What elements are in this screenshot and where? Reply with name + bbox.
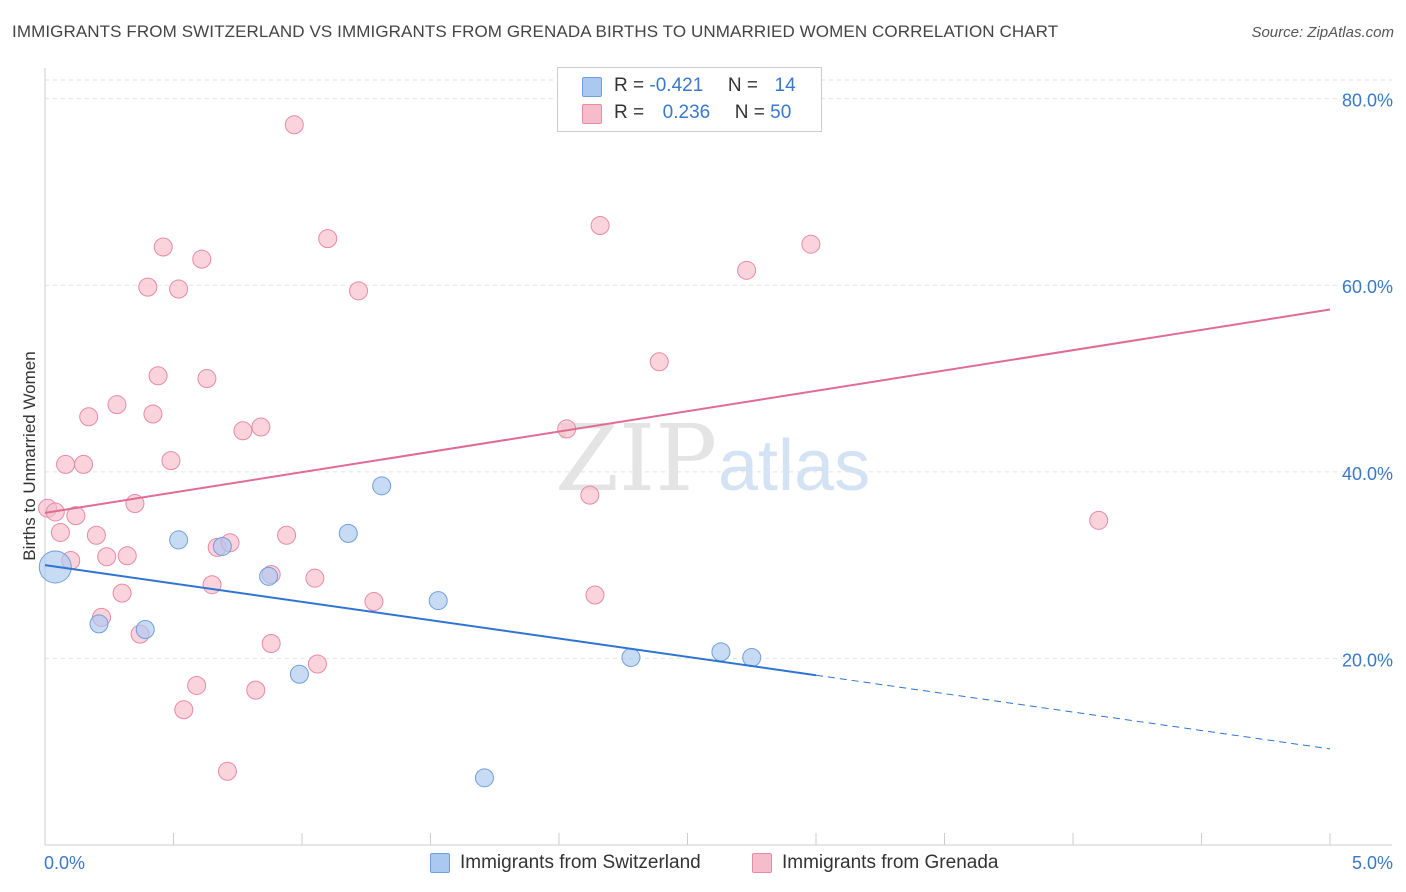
point-grenada [261,633,281,653]
legend-swatch-grenada [582,104,602,124]
bottom-legend-label-switzerland: Immigrants from Switzerland [460,852,701,873]
point-switzerland [621,647,641,667]
point-switzerland [89,614,109,634]
legend-n-value-switzerland: 14 [774,75,796,96]
point-grenada [349,281,369,301]
point-grenada [801,234,821,254]
point-grenada [74,454,94,474]
point-grenada [197,369,217,389]
point-grenada [585,585,605,605]
chart-source: Source: ZipAtlas.com [1251,24,1394,41]
point-grenada [174,700,194,720]
point-grenada [117,546,137,566]
point-grenada [187,675,207,695]
point-switzerland [212,536,232,556]
point-grenada [202,575,222,595]
legend-swatch-switzerland [582,77,602,97]
point-grenada [251,417,271,437]
bottom-legend-label-grenada: Immigrants from Grenada [782,852,999,873]
point-grenada [138,277,158,297]
point-switzerland [135,619,155,639]
legend-r-label: R = [614,75,645,96]
point-grenada [305,568,325,588]
point-grenada [580,485,600,505]
point-switzerland [742,647,762,667]
point-grenada [112,583,132,603]
point-switzerland [289,664,309,684]
legend-n-value-grenada: 50 [770,102,792,123]
point-switzerland [338,523,358,543]
legend-r-value-grenada: 0.236 [662,102,711,123]
point-switzerland [428,591,448,611]
legend-n-label: N = [734,102,765,123]
trendline-switzerland-extension [815,674,1331,750]
y-tick-label: 20.0% [1342,650,1393,670]
y-tick-label: 80.0% [1342,91,1393,111]
x-tick-label-min: 0.0% [44,853,85,873]
point-switzerland [711,642,731,662]
point-switzerland [372,476,392,496]
point-grenada [737,260,757,280]
point-grenada [161,451,181,471]
point-grenada [217,761,237,781]
point-grenada [246,680,266,700]
point-grenada [192,249,212,269]
trendline-grenada [44,308,1331,514]
point-grenada [107,395,127,415]
point-grenada [143,404,163,424]
correlation-legend: R = -0.421 N = 14 R = 0.236 N = 50 [557,67,822,132]
point-grenada [590,216,610,236]
point-grenada [153,237,173,257]
point-grenada [307,654,327,674]
point-grenada [364,592,384,612]
point-grenada [233,421,253,441]
point-grenada [50,522,70,542]
point-grenada [284,115,304,135]
y-tick-label: 60.0% [1342,277,1393,297]
point-grenada [277,525,297,545]
point-grenada [56,454,76,474]
bottom-legend-swatch-switzerland [430,853,450,873]
watermark-atlas: atlas [718,426,870,506]
bottom-legend-swatch-grenada [752,853,772,873]
point-grenada [97,547,117,567]
point-grenada [169,279,189,299]
watermark-zip: ZIP [555,405,717,512]
point-grenada [148,366,168,386]
point-grenada [79,407,99,427]
y-tick-label: 40.0% [1342,464,1393,484]
point-grenada [66,506,86,526]
legend-r-label: R = [614,102,645,123]
point-switzerland [259,566,279,586]
x-tick-label-max: 5.0% [1352,853,1393,873]
point-switzerland [474,768,494,788]
point-grenada [649,352,669,372]
legend-n-label: N = [727,75,758,96]
trendline-switzerland [44,564,817,677]
legend-r-value-switzerland: -0.421 [649,75,704,96]
point-grenada [86,525,106,545]
point-switzerland [169,530,189,550]
point-grenada [1089,510,1109,530]
chart-title: IMMIGRANTS FROM SWITZERLAND VS IMMIGRANT… [12,22,1059,41]
point-grenada [318,229,338,249]
